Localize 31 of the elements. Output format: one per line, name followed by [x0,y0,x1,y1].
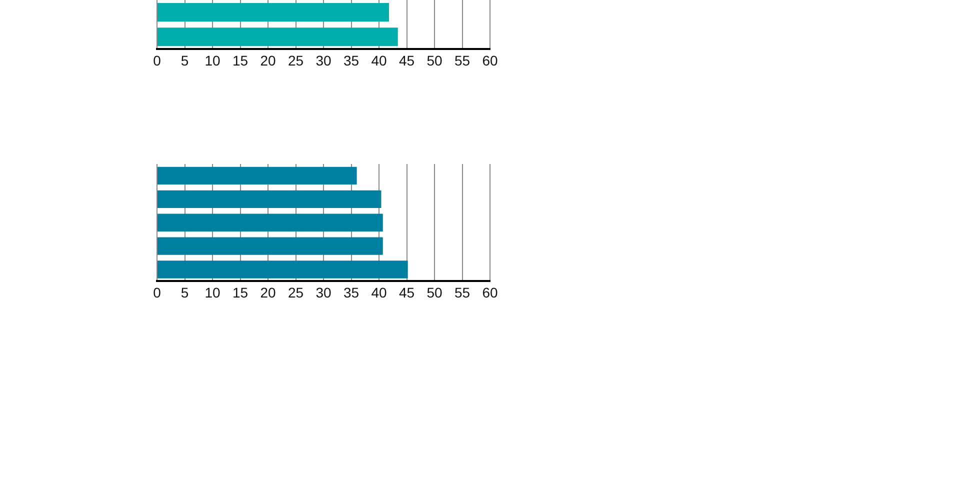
x-tick-label: 40 [371,52,387,68]
x-tick-label: 10 [204,284,220,300]
x-tick-label: 55 [454,284,470,300]
x-tick-label: 35 [343,52,360,68]
x-tick-label: 40 [371,284,387,300]
bar [158,214,383,232]
x-tick-label: 10 [204,52,220,68]
x-tick-label: 50 [426,284,442,300]
x-tick-label: 35 [343,284,360,300]
bar [158,237,383,255]
x-tick-label: 15 [232,52,248,68]
x-tick-label: 60 [482,52,498,68]
x-tick-label: 20 [260,52,276,68]
x-tick-label: 0 [153,52,162,68]
x-tick-label: 30 [316,284,332,300]
x-tick-label: 45 [398,52,415,68]
x-tick-label: 45 [398,284,415,300]
x-tick-label: 55 [454,52,470,68]
bar [158,260,408,278]
x-tick-label: 25 [288,284,304,300]
x-tick-label: 15 [232,284,248,300]
bar [158,190,382,208]
bar [158,166,357,185]
x-tick-label: 30 [316,52,332,68]
x-tick-label: 25 [288,52,304,68]
x-tick-label: 5 [180,52,189,68]
x-tick-label: 60 [482,284,498,300]
x-tick-label: 0 [153,284,162,300]
x-tick-label: 5 [180,284,189,300]
x-tick-label: 50 [426,52,442,68]
x-tick-label: 20 [260,284,276,300]
